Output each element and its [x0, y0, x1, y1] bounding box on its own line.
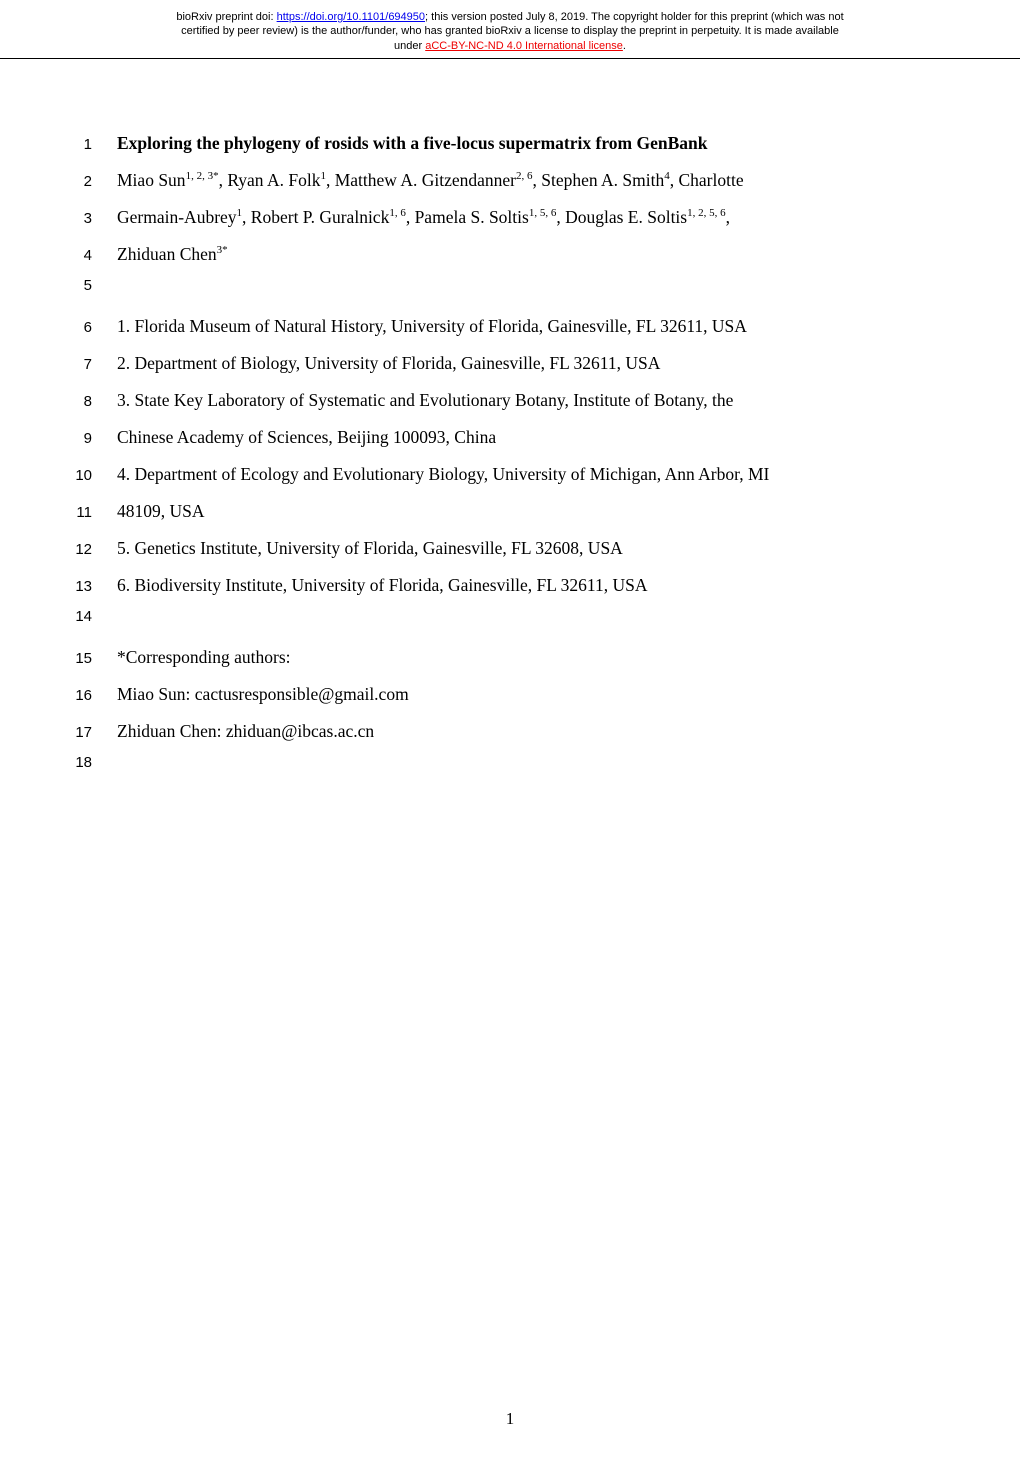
affiliation-3a: 3. State Key Laboratory of Systematic an… [117, 386, 733, 414]
preprint-header: bioRxiv preprint doi: https://doi.org/10… [0, 0, 1020, 59]
paper-title: Exploring the phylogeny of rosids with a… [117, 129, 708, 157]
line-16: 16 Miao Sun: cactusresponsible@gmail.com [70, 680, 910, 708]
author-name: Germain-Aubrey [117, 207, 237, 227]
header-line3-prefix: under [394, 40, 425, 52]
author-name: , Stephen A. Smith [532, 170, 664, 190]
line-number: 9 [70, 430, 117, 447]
affiliation-sup: 1, 2, 3* [186, 170, 219, 182]
corresponding-author-2: Zhiduan Chen: zhiduan@ibcas.ac.cn [117, 717, 374, 745]
line-number: 1 [70, 136, 117, 153]
line-number: 3 [70, 210, 117, 227]
author-name: , Pamela S. Soltis [406, 207, 529, 227]
affiliation-2: 2. Department of Biology, University of … [117, 349, 660, 377]
line-number: 5 [70, 277, 117, 294]
line-7: 7 2. Department of Biology, University o… [70, 349, 910, 377]
line-18: 18 [70, 754, 910, 780]
line-11: 11 48109, USA [70, 497, 910, 525]
line-number: 6 [70, 319, 117, 336]
line-number: 7 [70, 356, 117, 373]
author-name: , Matthew A. Gitzendanner [326, 170, 516, 190]
line-number: 11 [70, 504, 117, 521]
affiliation-6: 6. Biodiversity Institute, University of… [117, 571, 647, 599]
doi-link[interactable]: https://doi.org/10.1101/694950 [277, 11, 425, 23]
affiliation-1: 1. Florida Museum of Natural History, Un… [117, 312, 747, 340]
affiliation-sup: 3* [217, 244, 228, 256]
authors-line-1: Miao Sun1, 2, 3*, Ryan A. Folk1, Matthew… [117, 166, 744, 194]
affiliation-5: 5. Genetics Institute, University of Flo… [117, 534, 623, 562]
line-number: 10 [70, 467, 117, 484]
line-17: 17 Zhiduan Chen: zhiduan@ibcas.ac.cn [70, 717, 910, 745]
page-number: 1 [0, 829, 1020, 1469]
affiliation-sup: 1, 5, 6 [529, 207, 557, 219]
author-name: , Ryan A. Folk [219, 170, 321, 190]
line-number: 4 [70, 247, 117, 264]
affiliation-4b: 48109, USA [117, 497, 205, 525]
line-number: 2 [70, 173, 117, 190]
line-number: 13 [70, 578, 117, 595]
author-name: Zhiduan Chen [117, 244, 217, 264]
line-2: 2 Miao Sun1, 2, 3*, Ryan A. Folk1, Matth… [70, 166, 910, 194]
line-number: 18 [70, 754, 117, 771]
line-9: 9 Chinese Academy of Sciences, Beijing 1… [70, 423, 910, 451]
line-number: 8 [70, 393, 117, 410]
line-8: 8 3. State Key Laboratory of Systematic … [70, 386, 910, 414]
line-15: 15 *Corresponding authors: [70, 643, 910, 671]
authors-line-2: Germain-Aubrey1, Robert P. Guralnick1, 6… [117, 203, 730, 231]
line-number: 16 [70, 687, 117, 704]
header-line3-suffix: . [623, 40, 626, 52]
author-name: , Douglas E. Soltis [556, 207, 687, 227]
author-text: , [726, 207, 730, 227]
line-1: 1 Exploring the phylogeny of rosids with… [70, 129, 910, 157]
affiliation-sup: 1, 6 [389, 207, 406, 219]
line-6: 6 1. Florida Museum of Natural History, … [70, 312, 910, 340]
line-5: 5 [70, 277, 910, 303]
author-name: Miao Sun [117, 170, 186, 190]
line-4: 4 Zhiduan Chen3* [70, 240, 910, 268]
author-name: , Robert P. Guralnick [242, 207, 389, 227]
line-14: 14 [70, 608, 910, 634]
header-line2: certified by peer review) is the author/… [181, 25, 839, 37]
corresponding-author-1: Miao Sun: cactusresponsible@gmail.com [117, 680, 409, 708]
corresponding-authors-label: *Corresponding authors: [117, 643, 291, 671]
affiliation-sup: 2, 6 [516, 170, 533, 182]
line-number: 15 [70, 650, 117, 667]
header-line1-prefix: bioRxiv preprint doi: [176, 11, 276, 23]
line-13: 13 6. Biodiversity Institute, University… [70, 571, 910, 599]
line-number: 14 [70, 608, 117, 625]
affiliation-4a: 4. Department of Ecology and Evolutionar… [117, 460, 769, 488]
affiliation-sup: 1, 2, 5, 6 [687, 207, 726, 219]
authors-line-3: Zhiduan Chen3* [117, 240, 228, 268]
line-3: 3 Germain-Aubrey1, Robert P. Guralnick1,… [70, 203, 910, 231]
line-number: 12 [70, 541, 117, 558]
line-10: 10 4. Department of Ecology and Evolutio… [70, 460, 910, 488]
header-line1-suffix: ; this version posted July 8, 2019. The … [425, 11, 844, 23]
affiliation-3b: Chinese Academy of Sciences, Beijing 100… [117, 423, 496, 451]
page-content: 1 Exploring the phylogeny of rosids with… [0, 59, 1020, 829]
line-number: 17 [70, 724, 117, 741]
license-link[interactable]: aCC-BY-NC-ND 4.0 International license [425, 40, 623, 52]
author-name: , Charlotte [670, 170, 744, 190]
line-12: 12 5. Genetics Institute, University of … [70, 534, 910, 562]
